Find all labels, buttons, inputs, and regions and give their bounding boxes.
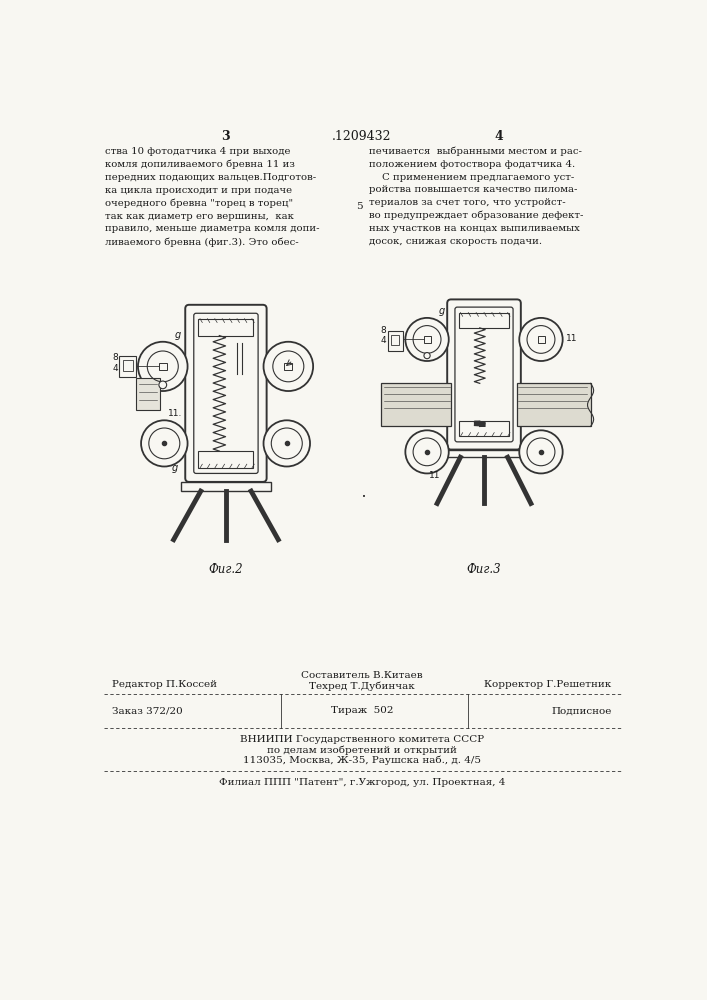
- Text: 11: 11: [566, 334, 578, 343]
- Bar: [459, 312, 509, 328]
- Bar: [445, 450, 523, 457]
- Text: по делам изобретений и открытий: по делам изобретений и открытий: [267, 745, 457, 755]
- Text: Редактор П.Коссей: Редактор П.Коссей: [112, 680, 216, 689]
- Bar: [123, 360, 132, 371]
- Bar: [182, 482, 271, 491]
- Bar: [199, 451, 253, 468]
- Text: g: g: [172, 463, 178, 473]
- Circle shape: [264, 342, 313, 391]
- FancyBboxPatch shape: [185, 305, 267, 482]
- Bar: [119, 356, 136, 377]
- Text: 11.: 11.: [168, 409, 182, 418]
- Bar: [381, 383, 451, 426]
- Circle shape: [405, 318, 449, 361]
- Bar: [284, 363, 292, 370]
- Bar: [159, 363, 167, 370]
- Text: Составитель В.Китаев: Составитель В.Китаев: [301, 671, 423, 680]
- Text: Фиг.3: Фиг.3: [467, 563, 501, 576]
- Bar: [391, 335, 399, 345]
- Text: •: •: [361, 494, 366, 500]
- Circle shape: [264, 420, 310, 467]
- Bar: [136, 378, 160, 410]
- Circle shape: [519, 430, 563, 473]
- Circle shape: [405, 430, 449, 473]
- Bar: [199, 319, 253, 336]
- Text: .1209432: .1209432: [332, 130, 392, 143]
- Text: 113035, Москва, Ж-35, Раушска наб., д. 4/5: 113035, Москва, Ж-35, Раушска наб., д. 4…: [243, 756, 481, 765]
- Text: Техред Т.Дубинчак: Техред Т.Дубинчак: [309, 681, 415, 691]
- Text: 5: 5: [356, 202, 363, 211]
- Text: Корректор Г.Решетник: Корректор Г.Решетник: [484, 680, 612, 689]
- Text: 8: 8: [112, 353, 118, 362]
- Text: Тираж  502: Тираж 502: [331, 706, 393, 715]
- Bar: [387, 331, 403, 351]
- FancyBboxPatch shape: [455, 307, 513, 442]
- Circle shape: [519, 318, 563, 361]
- Text: 11: 11: [428, 471, 440, 480]
- Text: Заказ 372/20: Заказ 372/20: [112, 706, 182, 715]
- Circle shape: [424, 353, 430, 359]
- FancyBboxPatch shape: [448, 299, 521, 450]
- FancyBboxPatch shape: [194, 313, 258, 473]
- Text: Фиг.2: Фиг.2: [209, 563, 243, 576]
- Text: g: g: [438, 306, 445, 316]
- Text: 4: 4: [380, 336, 386, 345]
- Bar: [538, 336, 545, 343]
- Text: печивается  выбранными местом и рас-
положением фотоствора фодатчика 4.
    С пр: печивается выбранными местом и рас- поло…: [369, 147, 583, 246]
- Text: g: g: [175, 330, 181, 340]
- Bar: [517, 383, 590, 426]
- Bar: [459, 421, 509, 436]
- Bar: [424, 336, 431, 343]
- Text: 4: 4: [112, 364, 118, 373]
- Text: ства 10 фотодатчика 4 при выходе
комля допиливаемого бревна 11 из
передних подаю: ства 10 фотодатчика 4 при выходе комля д…: [105, 147, 320, 247]
- Circle shape: [138, 342, 187, 391]
- Text: Филиал ППП "Патент", г.Ужгород, ул. Проектная, 4: Филиал ППП "Патент", г.Ужгород, ул. Прое…: [218, 778, 505, 787]
- Text: 8: 8: [380, 326, 386, 335]
- Text: 3: 3: [221, 130, 230, 143]
- Text: Подписное: Подписное: [551, 706, 612, 715]
- Circle shape: [159, 381, 167, 389]
- Text: ВНИИПИ Государственного комитета СССР: ВНИИПИ Государственного комитета СССР: [240, 735, 484, 744]
- Circle shape: [141, 420, 187, 467]
- Text: 4: 4: [495, 130, 503, 143]
